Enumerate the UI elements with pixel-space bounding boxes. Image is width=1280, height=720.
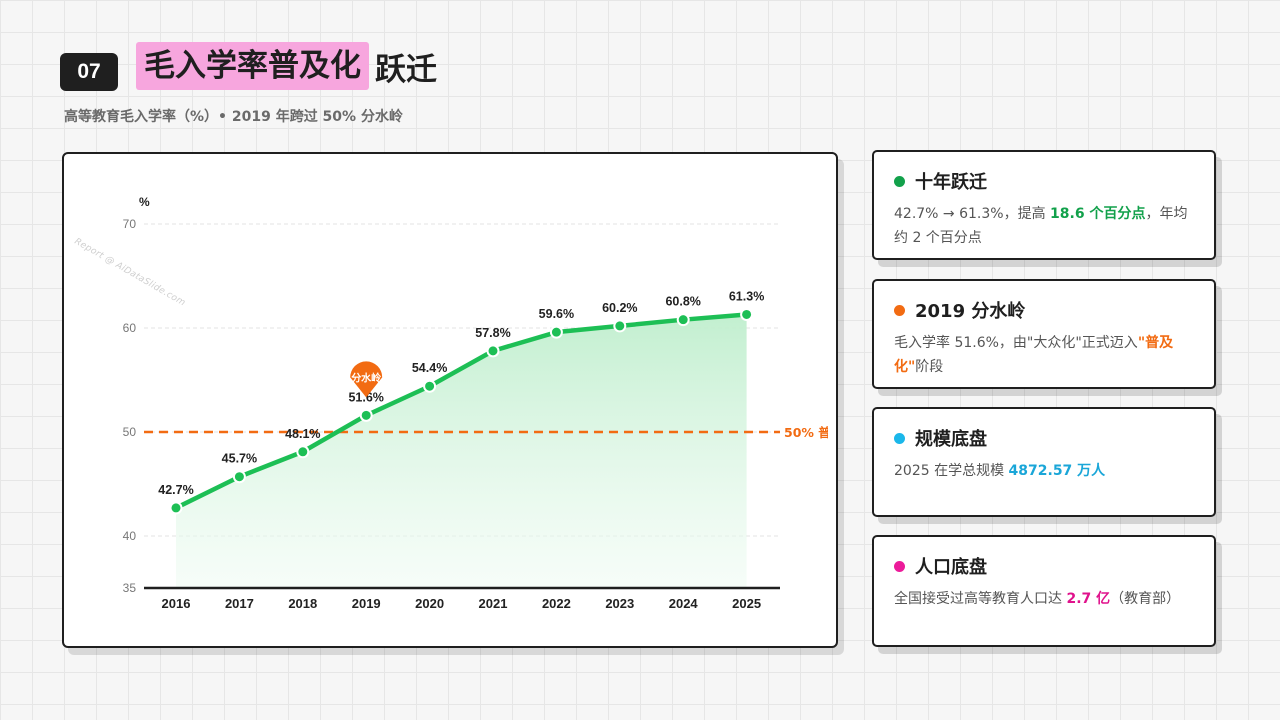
data-label: 48.1% (285, 427, 320, 441)
y-tick-label: 60 (123, 321, 137, 335)
info-card-title-text: 十年跃迁 (915, 172, 987, 193)
info-card-title-text: 规模底盘 (915, 429, 987, 450)
info-text: 2025 在学总规模 (894, 463, 1009, 479)
info-highlight: "普及化" (894, 335, 1174, 375)
info-text: 全国接受过高等教育人口达 (894, 591, 1067, 607)
info-text: ，年均约 2 个百分点 (894, 206, 1188, 246)
data-point (549, 325, 563, 339)
pink-dot-icon (894, 560, 905, 572)
y-tick-label: 50 (123, 425, 137, 439)
x-tick-label: 2022 (542, 596, 571, 611)
y-tick-label: 35 (123, 581, 137, 595)
data-point (613, 319, 627, 333)
series-line (173, 312, 749, 511)
info-card-title-text: 2019 分水岭 (915, 301, 1026, 322)
info-card-title: 十年跃迁 (894, 168, 1194, 194)
info-card-population: 人口底盘 全国接受过高等教育人口达 2.7 亿（教育部） (872, 535, 1216, 647)
data-label: 42.7% (158, 483, 193, 497)
page-title-highlight: 毛入学率普及化 (136, 42, 369, 90)
enrollment-rate-chart: 35 40 50 60 70% 50% 普及化 42.7% 2016 45.7% 2017 48.1… (123, 195, 836, 611)
watershed-marker-label: 分水岭 (351, 371, 381, 384)
watershed-marker-pin (350, 361, 383, 398)
data-label: 57.8% (475, 326, 510, 340)
data-point (359, 408, 373, 422)
data-label: 45.7% (222, 452, 257, 466)
info-text: 毛入学率 51.6%，由"大众化"正式迈入 (894, 335, 1138, 351)
info-card-scale: 规模底盘 2025 在学总规模 4872.57 万人 (872, 407, 1216, 517)
page-title-rest: 跃迁 (375, 51, 437, 88)
data-point (486, 344, 500, 358)
data-label: 60.2% (602, 301, 637, 315)
x-tick-label: 2019 (352, 596, 381, 611)
page-subtitle: 高等教育毛入学率（%）• 2019 年跨过 50% 分水岭 (64, 109, 403, 125)
section-number-badge: 07 (60, 53, 118, 91)
green-dot-icon (894, 175, 905, 187)
data-label: 54.4% (412, 361, 447, 375)
data-point (169, 501, 183, 515)
data-point (296, 445, 310, 459)
data-point (232, 470, 246, 484)
info-card-body: 全国接受过高等教育人口达 2.7 亿（教育部） (894, 587, 1194, 611)
data-label: 59.6% (539, 307, 574, 321)
x-tick-label: 2025 (732, 596, 761, 611)
x-tick-label: 2020 (415, 596, 444, 611)
x-tick-label: 2021 (479, 596, 508, 611)
blue-dot-icon (894, 432, 905, 444)
data-label: 60.8% (665, 295, 700, 309)
y-axis-label: % (139, 195, 150, 209)
info-highlight: 4872.57 万人 (1008, 463, 1106, 479)
info-text: 阶段 (915, 359, 944, 375)
info-card-decade-leap: 十年跃迁 42.7% → 61.3%，提高 18.6 个百分点，年均约 2 个百… (872, 150, 1216, 260)
data-point (740, 307, 754, 321)
info-card-title: 2019 分水岭 (894, 297, 1194, 323)
info-text: （教育部） (1110, 591, 1181, 607)
x-tick-label: 2018 (288, 596, 317, 611)
data-point (676, 313, 690, 327)
data-label: 61.3% (729, 289, 764, 303)
x-tick-label: 2017 (225, 596, 254, 611)
info-text: 42.7% → 61.3%，提高 (894, 206, 1051, 222)
data-point (423, 379, 437, 393)
y-tick-label: 40 (123, 529, 137, 543)
reference-line-label: 50% 普及化 (784, 425, 836, 440)
orange-dot-icon (894, 304, 905, 316)
info-highlight: 18.6 个百分点 (1050, 206, 1146, 222)
info-card-body: 2025 在学总规模 4872.57 万人 (894, 459, 1194, 483)
area-fill (176, 314, 747, 588)
y-tick-label: 70 (123, 217, 137, 231)
info-highlight: 2.7 亿 (1066, 591, 1111, 607)
info-card-title: 人口底盘 (894, 553, 1194, 579)
x-tick-label: 2023 (605, 596, 634, 611)
info-card-body: 毛入学率 51.6%，由"大众化"正式迈入"普及化"阶段 (894, 331, 1194, 379)
info-card-body: 42.7% → 61.3%，提高 18.6 个百分点，年均约 2 个百分点 (894, 202, 1194, 250)
page-title: 毛入学率普及化 跃迁 (136, 42, 437, 90)
x-tick-label: 2016 (162, 596, 191, 611)
info-card-title-text: 人口底盘 (915, 557, 987, 578)
info-card-title: 规模底盘 (894, 425, 1194, 451)
chart-card: 35 40 50 60 70% 50% 普及化 42.7% 2016 45.7% 2017 48.1… (62, 152, 838, 648)
info-card-watershed: 2019 分水岭 毛入学率 51.6%，由"大众化"正式迈入"普及化"阶段 (872, 279, 1216, 389)
x-tick-label: 2024 (669, 596, 699, 611)
